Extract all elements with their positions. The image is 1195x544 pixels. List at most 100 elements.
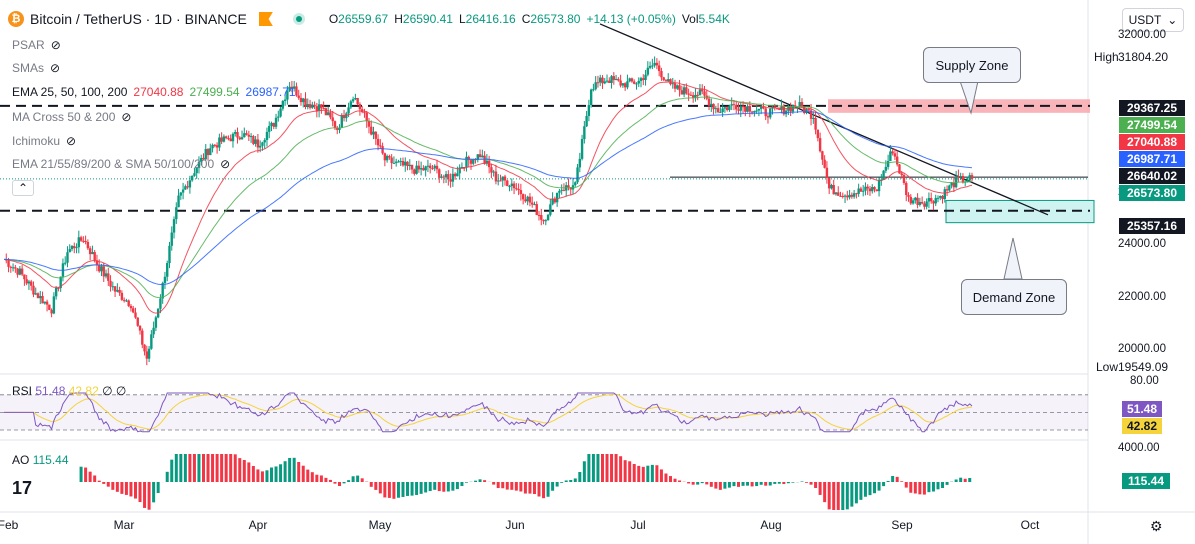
ao-bar xyxy=(764,482,768,486)
ao-bar xyxy=(904,482,908,488)
ao-bar xyxy=(759,482,763,485)
candle xyxy=(961,175,965,183)
legend-ema-sma[interactable]: EMA 21/55/89/200 & SMA 50/100/200 ⊘ xyxy=(12,157,231,171)
candle xyxy=(290,86,294,89)
candle xyxy=(716,108,720,113)
candle xyxy=(750,111,754,113)
ao-bar xyxy=(569,480,573,482)
candle xyxy=(694,94,697,98)
ao-bar xyxy=(165,471,169,482)
ao-bar xyxy=(256,469,260,482)
eye-off-icon[interactable]: ⊘ xyxy=(121,110,132,124)
candle xyxy=(417,165,421,170)
candle xyxy=(184,186,187,190)
ao-bar xyxy=(401,482,405,497)
candle xyxy=(739,106,742,111)
candle xyxy=(286,91,289,100)
price-tag: 26573.80 xyxy=(1119,185,1185,201)
candle xyxy=(206,149,210,156)
candle xyxy=(501,176,504,181)
eye-off-icon[interactable]: ⊘ xyxy=(66,134,77,148)
ao-legend[interactable]: AO 115.44 xyxy=(12,453,69,467)
ao-bar xyxy=(347,480,351,482)
candle xyxy=(685,87,688,94)
ao-bar xyxy=(528,482,532,494)
supply-zone-callout[interactable]: Supply Zone xyxy=(923,47,1021,83)
candle xyxy=(415,165,418,174)
candle xyxy=(379,145,382,147)
candle xyxy=(7,260,10,267)
ao-bar xyxy=(687,482,691,484)
eye-off-icon[interactable]: ⊘ xyxy=(50,61,61,75)
high-label: High xyxy=(1094,50,1119,64)
symbol-header[interactable]: ₿ Bitcoin / TetherUS · 1D · BINANCE O265… xyxy=(8,11,730,27)
candle xyxy=(714,108,718,110)
candle xyxy=(41,296,44,304)
candle xyxy=(197,161,201,169)
candle xyxy=(453,173,457,177)
callout-pointer xyxy=(1003,237,1023,280)
chevron-down-icon: ⌄ xyxy=(1167,13,1178,27)
legend-ema[interactable]: EMA 25, 50, 100, 200 27040.88 27499.54 2… xyxy=(12,85,296,99)
candle xyxy=(920,202,924,204)
ao-bar xyxy=(106,482,110,487)
ao-bar xyxy=(886,480,890,482)
candle xyxy=(939,196,942,198)
ao-bar xyxy=(786,482,790,484)
legend-psar[interactable]: PSAR ⊘ xyxy=(12,38,61,52)
candle xyxy=(297,95,300,98)
legend-ichimoku[interactable]: Ichimoku ⊘ xyxy=(12,134,77,148)
candle xyxy=(82,240,85,242)
legend-ma-cross[interactable]: MA Cross 50 & 200 ⊘ xyxy=(12,110,132,124)
ao-bar xyxy=(120,482,124,494)
ao-bar xyxy=(845,482,849,510)
rsi-legend[interactable]: RSI 51.48 42.82 ∅ ∅ xyxy=(12,384,127,398)
candle xyxy=(476,154,479,161)
candle xyxy=(365,112,368,122)
ao-bar xyxy=(600,454,604,482)
gear-icon[interactable]: ⚙ xyxy=(1150,518,1163,534)
candle xyxy=(88,248,92,255)
ao-bar xyxy=(696,482,700,485)
ao-bar xyxy=(333,482,337,484)
candle xyxy=(682,87,686,95)
candle xyxy=(354,98,357,100)
candle xyxy=(587,104,591,116)
candle xyxy=(16,268,19,275)
candle xyxy=(886,161,890,167)
candle xyxy=(823,159,826,168)
candle xyxy=(916,197,919,205)
candle xyxy=(821,151,824,160)
collapse-legend-button[interactable]: ⌃ xyxy=(12,180,35,196)
low-label: Low xyxy=(1096,360,1119,374)
flag-icon[interactable] xyxy=(258,12,273,26)
ao-bar xyxy=(868,482,872,496)
ao-bar xyxy=(215,454,219,482)
candle xyxy=(351,99,355,102)
legend-smas[interactable]: SMAs ⊘ xyxy=(12,61,61,75)
bitcoin-icon: ₿ xyxy=(8,11,24,27)
candle xyxy=(440,176,443,178)
ao-bar xyxy=(918,482,922,495)
demand-zone-callout[interactable]: Demand Zone xyxy=(961,279,1067,315)
currency-select[interactable]: USDT ⌄ xyxy=(1122,8,1184,32)
candle xyxy=(648,65,652,68)
ao-bar xyxy=(274,466,278,482)
candle xyxy=(177,195,180,208)
candle xyxy=(313,104,316,107)
candle xyxy=(832,185,835,195)
ao-bar xyxy=(523,482,527,494)
candle xyxy=(871,187,874,192)
eye-off-icon[interactable]: ⊘ xyxy=(50,38,61,52)
ao-bar xyxy=(124,482,128,495)
symbol-title[interactable]: Bitcoin / TetherUS · 1D · BINANCE xyxy=(30,11,247,27)
candle xyxy=(576,167,579,183)
tradingview-logo: 17 xyxy=(12,478,33,498)
ao-bar xyxy=(968,478,972,482)
candle xyxy=(460,166,464,168)
candle xyxy=(186,186,189,188)
ao-bar xyxy=(519,482,523,492)
candle xyxy=(528,196,532,203)
eye-off-icon[interactable]: ⊘ xyxy=(220,157,231,171)
